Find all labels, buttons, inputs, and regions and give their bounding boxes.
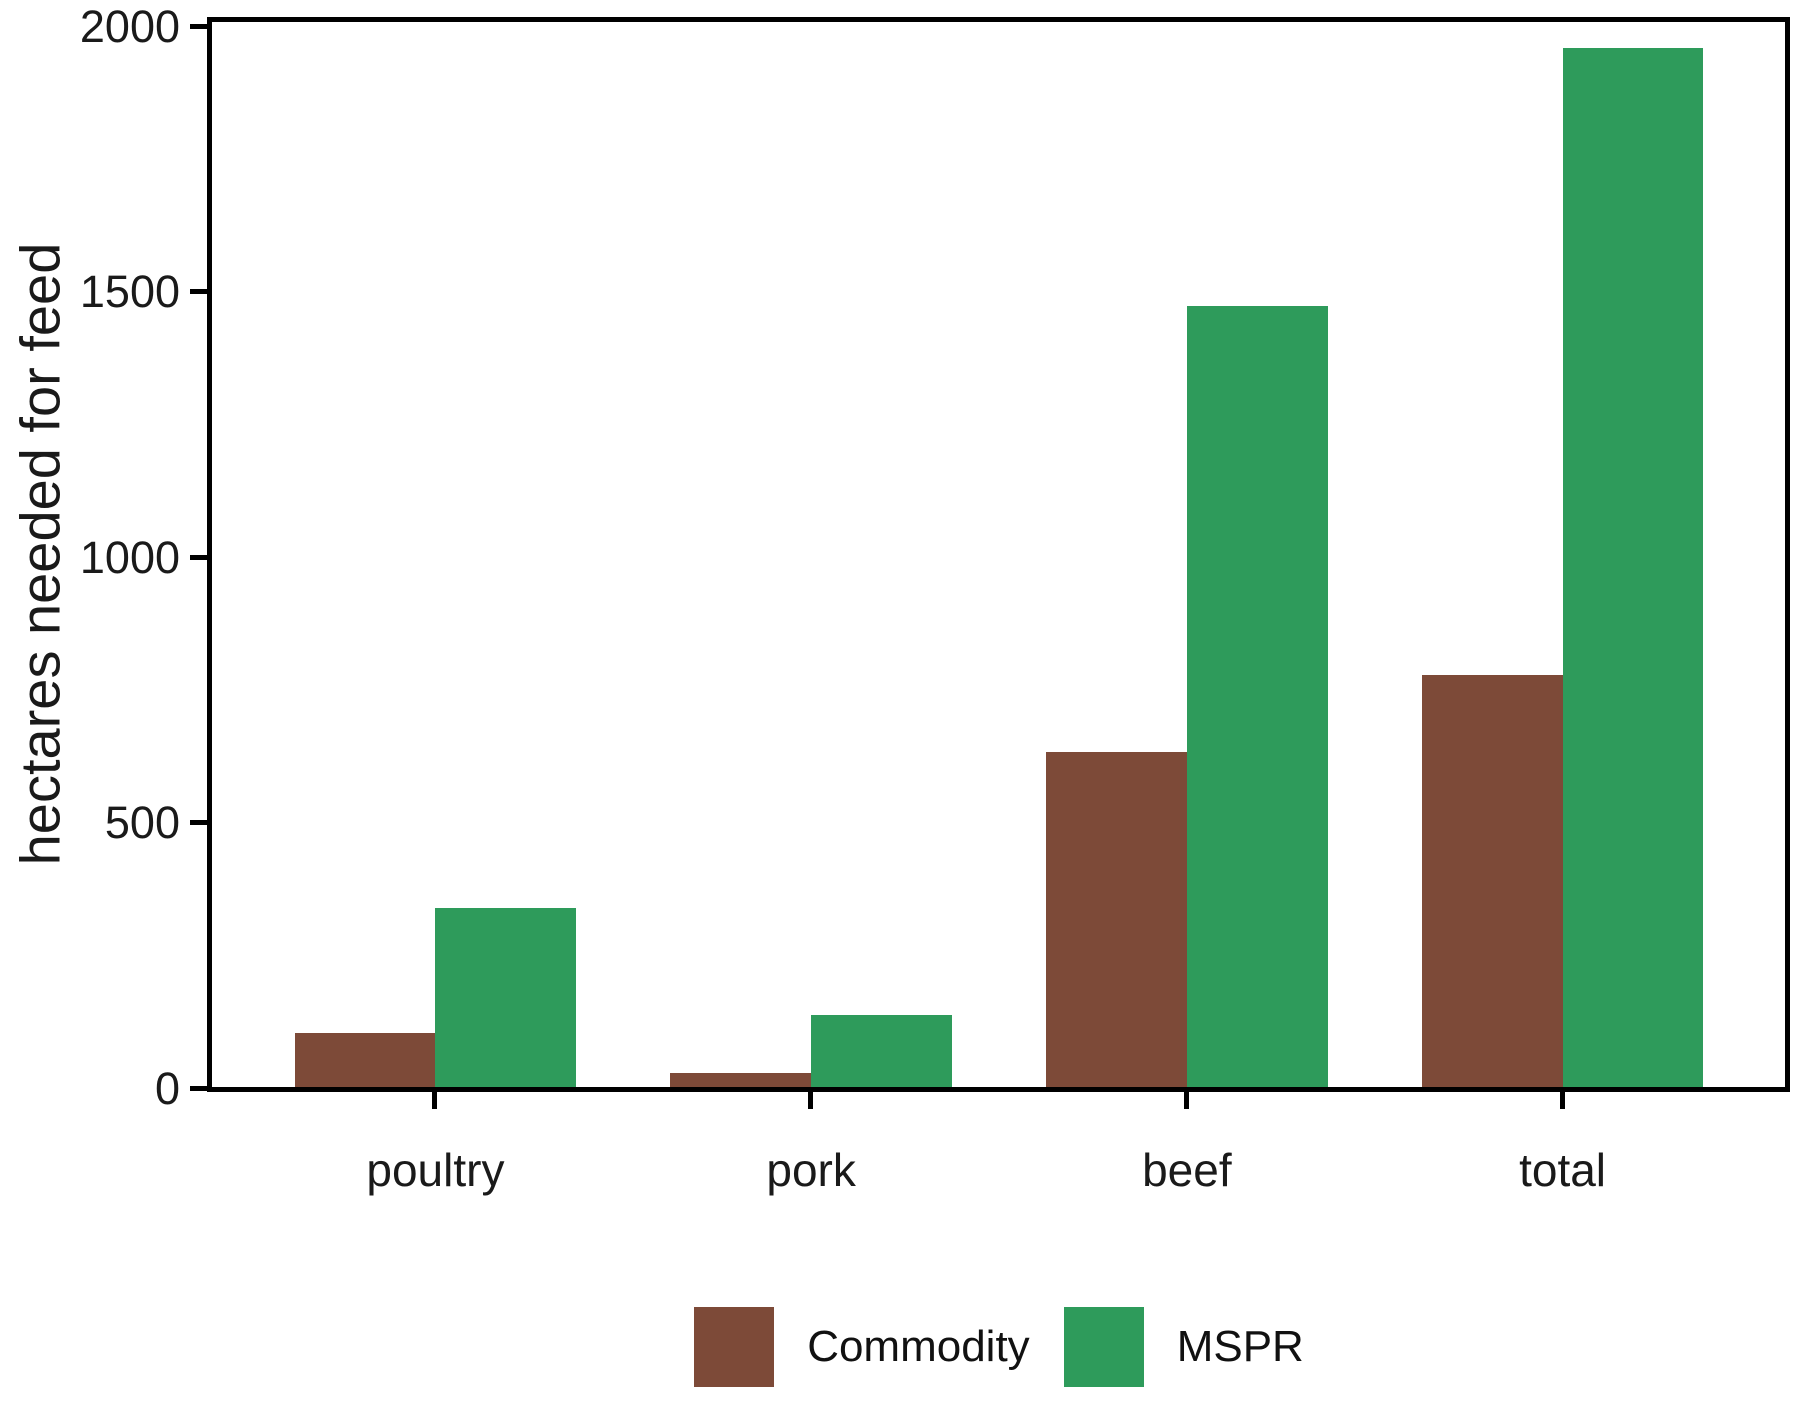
bar-beef-commodity <box>1045 751 1187 1089</box>
bar-pork-mspr <box>811 1014 953 1089</box>
legend-label-mspr: MSPR <box>1176 1322 1304 1371</box>
x-tick-label-beef: beef <box>1142 1144 1232 1196</box>
bar-pork-commodity <box>670 1073 812 1089</box>
bar-beef-mspr <box>1186 305 1328 1089</box>
x-tick-mark <box>1559 1092 1565 1109</box>
plot-area <box>210 19 1788 1089</box>
y-tick-label: 1500 <box>79 266 180 318</box>
legend-label-commodity: Commodity <box>807 1322 1030 1371</box>
bar-poultry-mspr <box>435 908 577 1089</box>
x-tick-label-pork: pork <box>766 1144 856 1196</box>
legend-swatch-commodity <box>694 1307 775 1387</box>
x-tick-label-poultry: poultry <box>366 1144 505 1196</box>
legend-item-commodity: Commodity <box>694 1307 1030 1387</box>
y-tick-mark <box>190 289 207 295</box>
y-tick-label: 1000 <box>79 531 180 583</box>
y-tick-mark <box>190 1086 207 1091</box>
y-tick-mark <box>190 554 207 560</box>
x-tick-label-total: total <box>1519 1144 1607 1196</box>
y-tick-mark <box>190 23 207 29</box>
bar-total-commodity <box>1421 674 1563 1089</box>
y-tick-label: 2000 <box>79 0 180 52</box>
y-tick-label: 0 <box>154 1063 180 1114</box>
legend-swatch-mspr <box>1063 1307 1144 1387</box>
bar-total-mspr <box>1562 48 1704 1089</box>
x-tick-mark <box>808 1092 814 1109</box>
y-tick-mark <box>190 820 207 826</box>
bar-poultry-commodity <box>294 1033 436 1089</box>
legend-item-mspr: MSPR <box>1063 1307 1304 1387</box>
x-tick-mark <box>432 1092 438 1109</box>
legend: Commodity MSPR <box>210 1302 1788 1392</box>
x-tick-mark <box>1183 1092 1189 1109</box>
y-tick-label: 500 <box>104 797 180 849</box>
